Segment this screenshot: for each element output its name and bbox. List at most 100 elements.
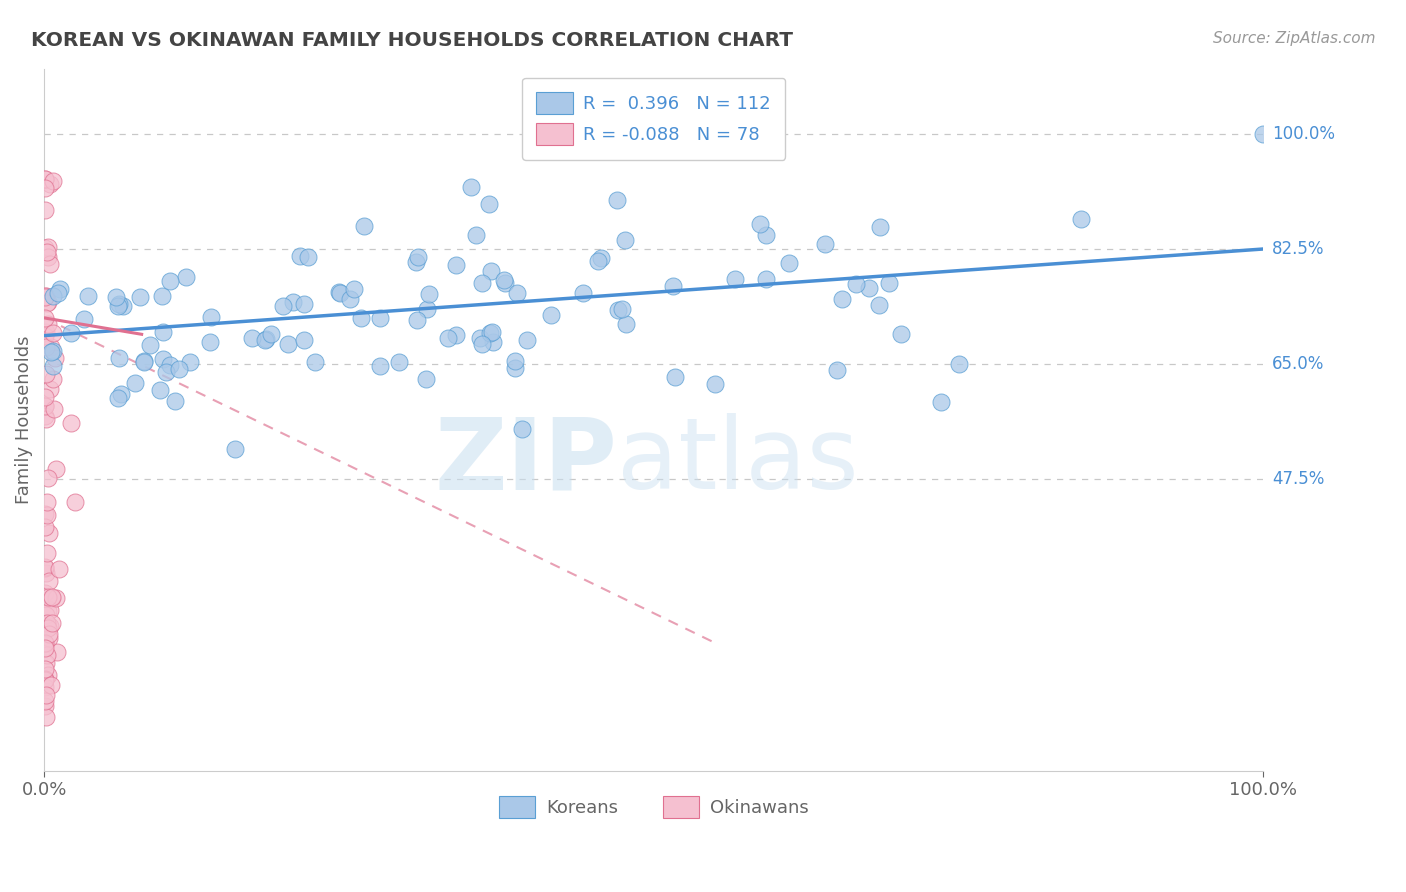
Point: [505, 286, 527, 301]
Point: [34, 662, 56, 676]
Point: [415, 301, 437, 316]
Point: [724, 272, 747, 286]
Point: [254, 333, 277, 347]
Point: [240, 331, 263, 345]
Point: [34, 680, 56, 694]
Point: [405, 255, 427, 269]
Point: [179, 355, 201, 369]
Point: [868, 298, 890, 312]
Point: [134, 354, 156, 368]
Point: [41, 591, 63, 606]
Point: [35, 412, 58, 426]
Point: [778, 256, 800, 270]
Point: [877, 276, 900, 290]
Point: [39, 340, 62, 354]
Point: [39, 345, 62, 359]
Point: [503, 354, 526, 368]
Point: [35, 648, 58, 662]
Point: [304, 355, 326, 369]
Point: [465, 227, 488, 242]
Point: [34, 329, 56, 343]
Point: [35, 367, 58, 381]
Point: [37, 591, 59, 605]
Point: [586, 254, 609, 268]
Point: [929, 394, 952, 409]
Point: [471, 276, 494, 290]
Point: [34, 241, 56, 255]
Point: [34, 672, 56, 686]
Point: [277, 337, 299, 351]
Point: [39, 678, 62, 692]
Point: [34, 390, 56, 404]
Point: [34, 289, 56, 303]
Point: [662, 279, 685, 293]
Point: [38, 626, 60, 640]
Point: [34, 202, 56, 217]
Point: [482, 334, 505, 349]
Point: [34, 400, 56, 414]
Point: [42, 344, 65, 359]
Point: [415, 372, 437, 386]
Point: [37, 604, 59, 618]
Point: [869, 219, 891, 234]
Point: [111, 299, 134, 313]
Point: [948, 357, 970, 371]
Point: [468, 331, 491, 345]
Point: [44, 591, 66, 605]
Point: [38, 631, 60, 645]
Point: [34, 608, 56, 623]
Point: [224, 442, 246, 457]
Point: [516, 333, 538, 347]
Point: [494, 276, 516, 290]
Point: [436, 331, 458, 345]
Point: [589, 252, 612, 266]
Point: [34, 586, 56, 600]
Point: [292, 296, 315, 310]
Point: [42, 326, 65, 340]
Point: [34, 694, 56, 708]
Point: [37, 295, 59, 310]
Point: [37, 240, 59, 254]
Point: [152, 325, 174, 339]
Legend: Koreans, Okinawans: Koreans, Okinawans: [492, 789, 815, 825]
Text: 65.0%: 65.0%: [1272, 355, 1324, 373]
Point: [35, 688, 58, 702]
Point: [748, 218, 770, 232]
Point: [858, 280, 880, 294]
Point: [34, 640, 56, 655]
Point: [73, 312, 96, 326]
Point: [149, 383, 172, 397]
Text: ZIP: ZIP: [434, 413, 617, 510]
Point: [814, 237, 837, 252]
Point: [34, 290, 56, 304]
Point: [38, 618, 60, 632]
Point: [755, 228, 778, 243]
Point: [37, 294, 59, 309]
Point: [35, 288, 58, 302]
Point: [37, 317, 59, 331]
Point: [290, 249, 312, 263]
Point: [38, 382, 60, 396]
Point: [35, 494, 58, 508]
Point: [479, 263, 502, 277]
Point: [540, 309, 562, 323]
Point: [478, 196, 501, 211]
Point: [49, 282, 72, 296]
Point: [39, 177, 62, 191]
Point: [368, 359, 391, 373]
Point: [34, 400, 56, 414]
Point: [42, 174, 65, 188]
Point: [159, 358, 181, 372]
Point: [34, 698, 56, 713]
Point: [163, 393, 186, 408]
Point: [343, 281, 366, 295]
Point: [387, 354, 409, 368]
Text: 100.0%: 100.0%: [1272, 125, 1334, 143]
Point: [350, 311, 373, 326]
Point: [353, 219, 375, 233]
Point: [34, 340, 56, 354]
Point: [703, 376, 725, 391]
Point: [41, 590, 63, 604]
Point: [35, 710, 58, 724]
Point: [34, 181, 56, 195]
